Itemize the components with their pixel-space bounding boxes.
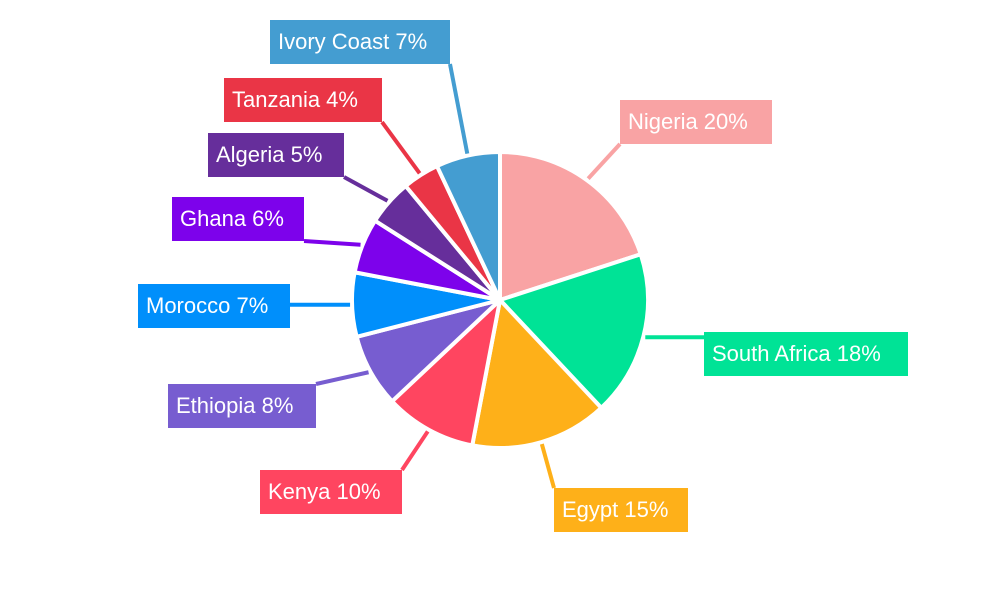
leader-line — [343, 175, 389, 203]
leader-line — [586, 142, 622, 181]
pie-slices — [350, 150, 650, 450]
slice-label-algeria: Algeria 5% — [208, 133, 344, 177]
leader-line — [380, 120, 422, 175]
slice-label-ghana: Ghana 6% — [172, 197, 304, 241]
leader-lines — [290, 63, 704, 489]
slice-label-ethiopia: Ethiopia 8% — [168, 384, 316, 428]
slice-label-tanzania: Tanzania 4% — [224, 78, 382, 122]
leader-line — [315, 370, 369, 386]
pie-slice-nigeria[interactable] — [498, 150, 643, 302]
leader-line — [303, 239, 361, 247]
slice-label-south-africa: South Africa 18% — [704, 332, 908, 376]
slice-label-egypt: Egypt 15% — [554, 488, 688, 532]
slice-label-kenya: Kenya 10% — [260, 470, 402, 514]
leader-line — [448, 63, 470, 154]
pie-slice-kenya[interactable] — [390, 298, 502, 448]
leader-line — [539, 443, 556, 489]
slice-label-ivory-coast: Ivory Coast 7% — [270, 20, 450, 64]
pie-slice-south-africa[interactable] — [498, 252, 650, 410]
slice-label-nigeria: Nigeria 20% — [620, 100, 772, 144]
pie-slice-ivory-coast[interactable] — [434, 150, 502, 302]
slice-label-morocco: Morocco 7% — [138, 284, 290, 328]
pie-slice-egypt[interactable] — [470, 298, 604, 450]
leader-line — [400, 430, 430, 472]
